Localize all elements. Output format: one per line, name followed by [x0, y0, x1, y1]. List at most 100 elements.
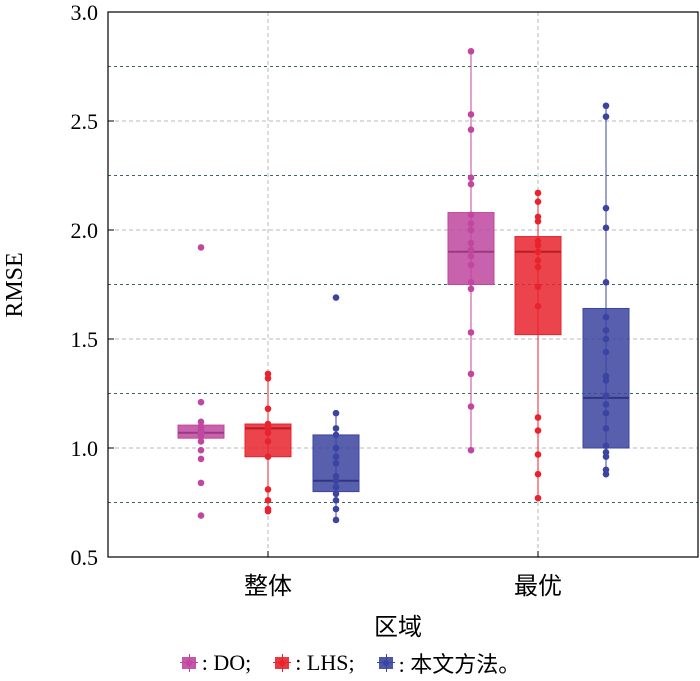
plot-border — [107, 11, 699, 558]
data-point — [467, 285, 475, 293]
legend-dot — [279, 660, 286, 666]
data-point — [534, 494, 542, 502]
legend-dot — [382, 660, 389, 666]
y-tick-label: 1.0 — [71, 436, 99, 461]
data-point — [467, 220, 475, 227]
data-point — [534, 257, 542, 264]
data-point — [602, 466, 610, 474]
box-1-1 — [514, 189, 562, 502]
data-point — [534, 303, 542, 310]
data-point — [264, 453, 272, 461]
legend-swatch-lhs — [273, 654, 292, 672]
data-point — [602, 409, 610, 417]
data-point — [534, 414, 542, 421]
data-point — [467, 174, 475, 181]
data-point — [332, 409, 340, 417]
data-point — [332, 505, 340, 513]
data-point — [264, 370, 272, 378]
legend-label-lhs: : LHS; — [295, 650, 355, 675]
data-point — [467, 111, 475, 118]
legend-label-do: : DO; — [201, 650, 252, 675]
data-point — [467, 246, 475, 253]
data-point — [602, 326, 610, 334]
box-plot-chart: 0.5 1.0 1.5 2.0 2.5 3.0 整体 最优 RMSE 区域 — [2, 0, 699, 641]
data-point — [602, 279, 610, 286]
legend-item-ours: : 本文方法。 — [376, 647, 521, 679]
data-point — [467, 211, 475, 219]
data-point — [602, 335, 610, 343]
data-point — [534, 283, 542, 290]
data-point — [602, 449, 610, 456]
data-point — [467, 252, 475, 260]
data-point — [534, 470, 542, 478]
data-point — [332, 516, 340, 524]
data-point — [197, 446, 205, 454]
data-point — [534, 248, 542, 256]
data-point — [332, 497, 340, 504]
data-point — [197, 512, 205, 519]
data-point — [602, 392, 610, 399]
data-point — [602, 313, 610, 321]
legend-label-ours: : 本文方法。 — [398, 652, 521, 677]
data-point — [332, 444, 340, 452]
x-tick-label: 整体 — [244, 572, 292, 600]
data-point — [332, 490, 340, 498]
data-point — [467, 403, 475, 410]
data-point — [534, 213, 542, 221]
data-point — [602, 348, 610, 356]
data-point — [534, 198, 542, 205]
box-2-1 — [582, 102, 630, 478]
data-point — [332, 483, 340, 491]
legend-swatch-do — [179, 654, 198, 672]
y-tick-label: 1.5 — [71, 327, 99, 352]
data-point — [332, 294, 340, 301]
legend-swatch-ours — [376, 654, 395, 672]
legend-dot — [185, 660, 192, 666]
data-point — [264, 405, 272, 413]
data-point — [534, 263, 542, 271]
data-point — [197, 455, 205, 463]
data-point — [467, 47, 475, 55]
y-tick-label: 0.5 — [71, 545, 99, 570]
data-point — [534, 189, 542, 197]
data-point — [602, 224, 610, 232]
data-point — [602, 425, 610, 432]
data-point — [197, 479, 205, 487]
x-axis-title: 区域 — [374, 613, 422, 641]
y-tick-label: 2.0 — [71, 218, 99, 243]
data-point — [332, 473, 340, 480]
data-point — [264, 486, 272, 493]
data-point — [602, 113, 610, 120]
data-point — [602, 401, 610, 408]
data-point — [602, 204, 610, 212]
box-2-0 — [312, 294, 360, 524]
data-point — [264, 438, 272, 445]
x-axis-ticks: 整体 最优 — [244, 551, 562, 600]
data-point — [467, 329, 475, 336]
data-point — [332, 425, 340, 432]
y-axis-title: RMSE — [2, 252, 28, 317]
data-point — [467, 370, 475, 378]
data-point — [197, 398, 205, 406]
data-point — [467, 261, 475, 269]
data-point — [467, 226, 475, 234]
y-tick-label: 2.5 — [71, 109, 99, 134]
data-point — [467, 279, 475, 286]
data-point — [197, 418, 205, 426]
x-tick-label: 最优 — [514, 572, 562, 600]
data-point — [467, 126, 475, 134]
data-point — [467, 446, 475, 454]
data-point — [332, 453, 340, 461]
y-axis-ticks: 0.5 1.0 1.5 2.0 2.5 3.0 — [71, 0, 114, 570]
data-point — [264, 505, 272, 513]
box-1-0 — [244, 370, 292, 515]
data-point — [264, 420, 272, 428]
box-0-1 — [447, 47, 495, 454]
data-point — [264, 497, 272, 504]
data-point — [602, 442, 610, 450]
data-point — [467, 239, 475, 247]
data-point — [534, 427, 542, 434]
data-point — [332, 459, 340, 467]
data-point — [332, 431, 340, 439]
y-tick-label: 3.0 — [71, 0, 99, 25]
